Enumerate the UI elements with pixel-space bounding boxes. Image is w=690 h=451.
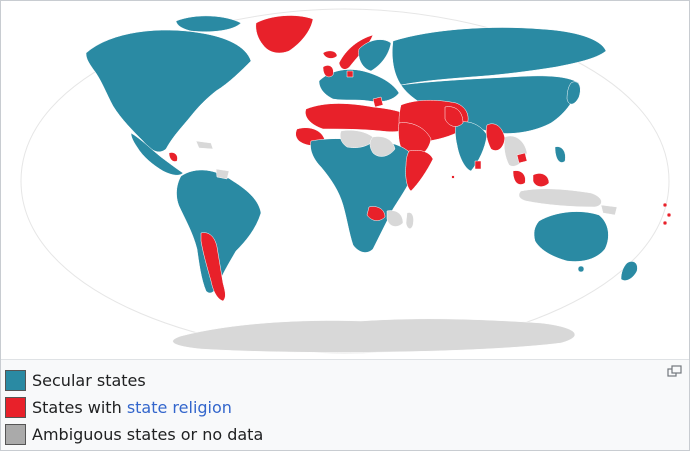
region-pakistan[interactable] [444, 106, 464, 127]
region-pacific-island-3[interactable] [662, 220, 668, 226]
region-pacific-island-2[interactable] [666, 212, 672, 218]
region-borneo-rel[interactable] [532, 173, 550, 187]
region-costa-rica[interactable] [168, 152, 178, 162]
region-south-africa-amb[interactable] [386, 210, 404, 227]
region-sri-lanka[interactable] [474, 160, 482, 170]
legend-label-prefix: States with [32, 398, 127, 417]
legend-item-state-religion: States with state religion [5, 394, 605, 421]
region-png[interactable] [600, 204, 618, 216]
region-horn-of-africa[interactable] [405, 150, 434, 192]
world-map[interactable] [1, 1, 689, 360]
region-greece[interactable] [372, 96, 384, 108]
region-zambia[interactable] [366, 206, 386, 221]
region-japan[interactable] [566, 81, 581, 105]
region-iceland[interactable] [322, 50, 338, 59]
region-bangladesh-myanmar[interactable] [485, 123, 506, 151]
region-malaysia[interactable] [512, 170, 526, 185]
region-island-indian-ocean[interactable] [451, 175, 455, 179]
region-tasmania[interactable] [577, 265, 585, 273]
enlarge-button[interactable] [667, 363, 683, 377]
region-guyana-area[interactable] [215, 168, 230, 180]
region-argentina[interactable] [200, 232, 226, 302]
enlarge-icon [667, 365, 682, 377]
region-sahel-ambiguous[interactable] [340, 130, 376, 148]
legend-item-ambiguous: Ambiguous states or no data [5, 421, 605, 448]
region-mexico[interactable] [130, 132, 184, 176]
legend-label-secular: Secular states [32, 371, 146, 390]
state-religion-link[interactable]: state religion [126, 398, 232, 417]
region-madagascar[interactable] [405, 212, 414, 229]
region-sweden-finland[interactable] [358, 39, 392, 72]
legend-item-secular: Secular states [5, 367, 605, 394]
region-pacific-island-1[interactable] [662, 202, 668, 208]
region-denmark[interactable] [346, 70, 354, 78]
region-arctic-islands[interactable] [175, 15, 242, 32]
region-uk[interactable] [322, 65, 334, 78]
region-greenland[interactable] [255, 15, 314, 54]
legend-swatch-state-religion [5, 397, 26, 418]
legend-label-ambiguous: Ambiguous states or no data [32, 425, 264, 444]
region-india[interactable] [455, 121, 488, 172]
region-philippines[interactable] [554, 146, 566, 163]
legend-label-state-religion: States with state religion [32, 398, 232, 417]
region-indonesia[interactable] [518, 188, 602, 208]
region-caribbean[interactable] [195, 140, 214, 150]
region-europe[interactable] [318, 69, 400, 102]
world-map-svg [20, 8, 672, 354]
region-australia[interactable] [533, 211, 609, 262]
region-antarctica[interactable] [172, 318, 575, 353]
legend-swatch-ambiguous [5, 424, 26, 445]
legend-swatch-secular [5, 370, 26, 391]
region-north-america[interactable] [85, 29, 252, 152]
region-cambodia[interactable] [516, 152, 528, 164]
region-sudan-amb[interactable] [369, 136, 396, 157]
region-new-zealand[interactable] [620, 261, 638, 281]
legend: Secular states States with state religio… [5, 367, 605, 448]
